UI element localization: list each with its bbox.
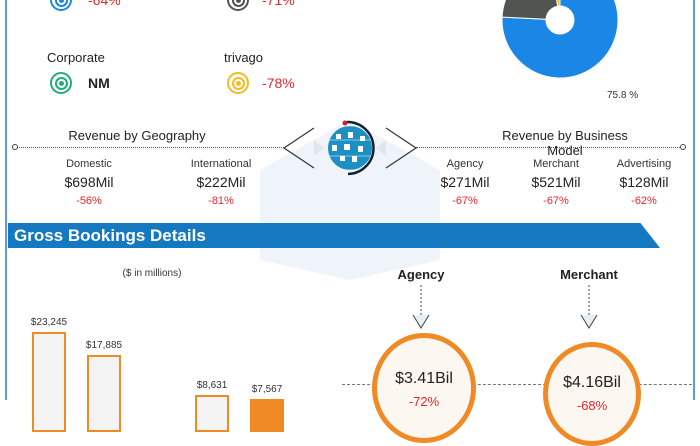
pie-chart (501, 0, 619, 79)
revenue-value: $222Mil (196, 174, 246, 190)
agency-bookings-circle: $3.41Bil -72% (372, 333, 476, 443)
bar-label: $23,245 (30, 317, 68, 328)
pie-slice (501, 0, 559, 20)
units-label: ($ in millions) (122, 268, 182, 279)
revenue-value: $521Mil (531, 174, 581, 190)
agency-change: -72% (408, 394, 440, 409)
revenue-label: Domestic (66, 158, 112, 170)
business-model-title: Revenue by Business Model (502, 128, 628, 158)
merchant-change: -68% (576, 398, 608, 413)
bar-label: $7,567 (251, 384, 283, 396)
arrow-down-icon (412, 285, 430, 329)
merchant-label: Merchant (560, 267, 618, 282)
revenue-label: Merchant (533, 158, 579, 170)
bar (195, 394, 229, 432)
agency-label: Agency (397, 267, 445, 282)
revenue-label: Advertising (616, 158, 672, 170)
revenue-item: International $222Mil -81% (171, 158, 271, 207)
revenue-value: $271Mil (440, 174, 490, 190)
revenue-change: -62% (631, 195, 657, 207)
divider-right (416, 147, 684, 148)
merchant-bookings-circle: $4.16Bil -68% (543, 342, 641, 446)
frame-left (5, 0, 7, 400)
segment-ring-icon (227, 72, 249, 94)
segment-name: Corporate (47, 50, 105, 65)
section-title: Gross Bookings Details (8, 223, 660, 248)
frame-right (693, 0, 695, 400)
revenue-value: $698Mil (64, 174, 114, 190)
bar-label: $17,885 (85, 340, 123, 352)
segment-change: -78% (262, 75, 295, 91)
revenue-item: Agency $271Mil -67% (415, 158, 515, 207)
revenue-change: -67% (543, 195, 569, 207)
revenue-change: -81% (208, 195, 234, 207)
revenue-label: International (190, 158, 252, 170)
endpoint (12, 144, 18, 150)
arrow-down-icon (580, 285, 598, 329)
bar-label: $8,631 (196, 379, 228, 391)
bar (250, 399, 284, 432)
agency-value: $3.41Bil (395, 370, 453, 387)
pie-slice (501, 0, 619, 79)
revenue-value: $128Mil (619, 174, 669, 190)
revenue-item: Domestic $698Mil -56% (39, 158, 139, 207)
segment-ring-icon (50, 72, 72, 94)
merchant-value: $4.16Bil (563, 374, 621, 391)
segment-name: trivago (224, 50, 264, 65)
revenue-item: Advertising $128Mil -62% (594, 158, 694, 207)
bookings-axis (342, 384, 692, 385)
revenue-label: Agency (446, 158, 484, 170)
pie-slice (556, 0, 561, 7)
bar (87, 355, 121, 432)
endpoint (680, 144, 686, 150)
segment-change: NM (88, 75, 110, 91)
globe-icon (282, 120, 418, 176)
segment-change: -64% (88, 0, 121, 8)
revenue-item: Merchant $521Mil -67% (506, 158, 606, 207)
divider-left (16, 147, 284, 148)
geography-title: Revenue by Geography (68, 128, 206, 143)
pie-label: 75.8 % (607, 90, 639, 101)
segment-ring-icon (227, 0, 249, 11)
segment-change: -71% (262, 0, 295, 8)
revenue-change: -67% (452, 195, 478, 207)
revenue-change: -56% (76, 195, 102, 207)
segment-ring-icon (50, 0, 72, 11)
bar (32, 332, 66, 432)
